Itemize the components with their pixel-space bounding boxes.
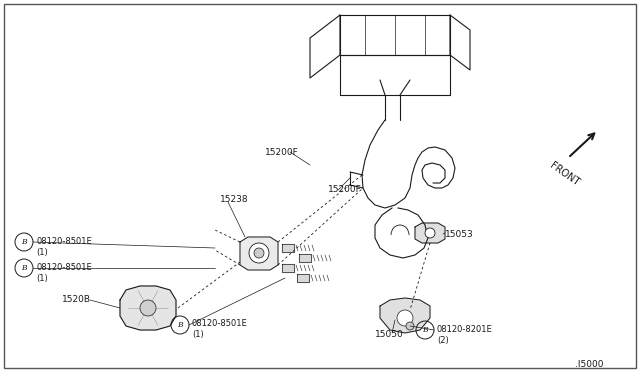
Polygon shape bbox=[120, 286, 176, 330]
Polygon shape bbox=[240, 237, 278, 270]
Circle shape bbox=[140, 300, 156, 316]
Text: 15050: 15050 bbox=[375, 330, 404, 339]
Polygon shape bbox=[380, 298, 430, 333]
Polygon shape bbox=[415, 223, 445, 243]
Text: B: B bbox=[21, 238, 27, 246]
Text: 08120-8501E: 08120-8501E bbox=[192, 320, 248, 328]
Text: (1): (1) bbox=[36, 273, 48, 282]
Text: B: B bbox=[21, 264, 27, 272]
Text: (1): (1) bbox=[36, 247, 48, 257]
Polygon shape bbox=[297, 274, 309, 282]
Text: 08120-8501E: 08120-8501E bbox=[36, 237, 92, 246]
Text: (1): (1) bbox=[192, 330, 204, 340]
Text: 15053: 15053 bbox=[445, 230, 474, 239]
Text: 15238: 15238 bbox=[220, 195, 248, 204]
Text: FRONT: FRONT bbox=[548, 160, 581, 187]
Text: 08120-8201E: 08120-8201E bbox=[437, 324, 493, 334]
Polygon shape bbox=[299, 254, 311, 262]
Circle shape bbox=[425, 228, 435, 238]
Text: 15200F: 15200F bbox=[328, 185, 362, 194]
Polygon shape bbox=[282, 244, 294, 252]
Text: B: B bbox=[422, 326, 428, 334]
Text: .l5000: .l5000 bbox=[575, 360, 604, 369]
Circle shape bbox=[406, 322, 414, 330]
Text: 08120-8501E: 08120-8501E bbox=[36, 263, 92, 272]
Text: B: B bbox=[177, 321, 183, 329]
Circle shape bbox=[254, 248, 264, 258]
Text: 1520B: 1520B bbox=[62, 295, 91, 304]
Text: 15200F: 15200F bbox=[265, 148, 299, 157]
Polygon shape bbox=[282, 264, 294, 272]
Circle shape bbox=[397, 310, 413, 326]
Circle shape bbox=[249, 243, 269, 263]
Text: (2): (2) bbox=[437, 336, 449, 344]
